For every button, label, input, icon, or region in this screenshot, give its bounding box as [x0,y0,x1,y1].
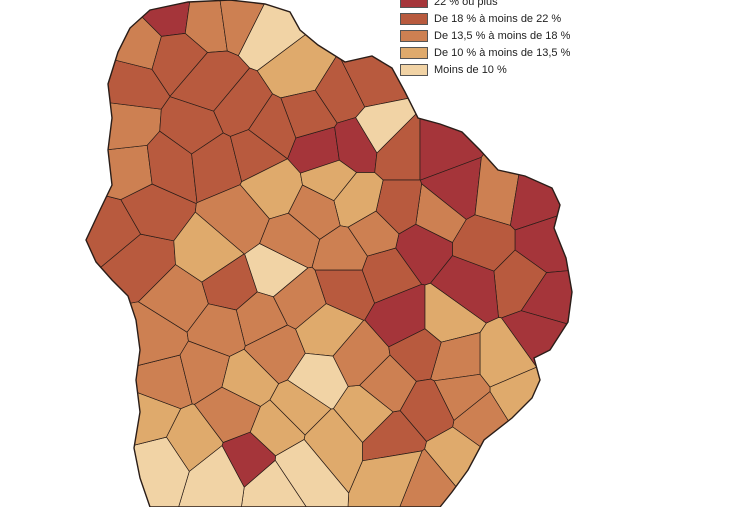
legend-item: De 13,5 % à moins de 18 % [400,28,600,44]
legend-label: De 10 % à moins de 13,5 % [434,47,571,59]
legend-item: Moins de 10 % [400,62,600,78]
map-area [520,254,572,373]
legend-label: 22 % ou plus [434,0,498,8]
legend-label: De 13,5 % à moins de 18 % [434,30,571,42]
map-area [433,373,491,421]
map-area [269,379,332,436]
map-area [347,210,400,257]
map-area [194,386,261,443]
map-area [86,0,162,70]
map-legend: 22 % ou plus De 18 % à moins de 22 % De … [400,0,600,79]
legend-label: De 18 % à moins de 22 % [434,13,562,25]
legend-swatch [400,30,428,42]
legend-item: De 18 % à moins de 22 % [400,11,600,27]
legend-item: De 10 % à moins de 13,5 % [400,45,600,61]
legend-swatch [400,13,428,25]
legend-item: 22 % ou plus [400,0,600,10]
map-area [399,378,455,442]
map-area [452,214,516,272]
legend-swatch [400,0,428,8]
map-area [300,159,357,202]
map-area [248,93,297,160]
map-area [86,144,153,200]
legend-swatch [400,47,428,59]
map-area [489,366,572,507]
map-area [311,225,368,271]
map-area [86,436,190,507]
legend-label: Moins de 10 % [434,64,507,76]
legend-swatch [400,64,428,76]
